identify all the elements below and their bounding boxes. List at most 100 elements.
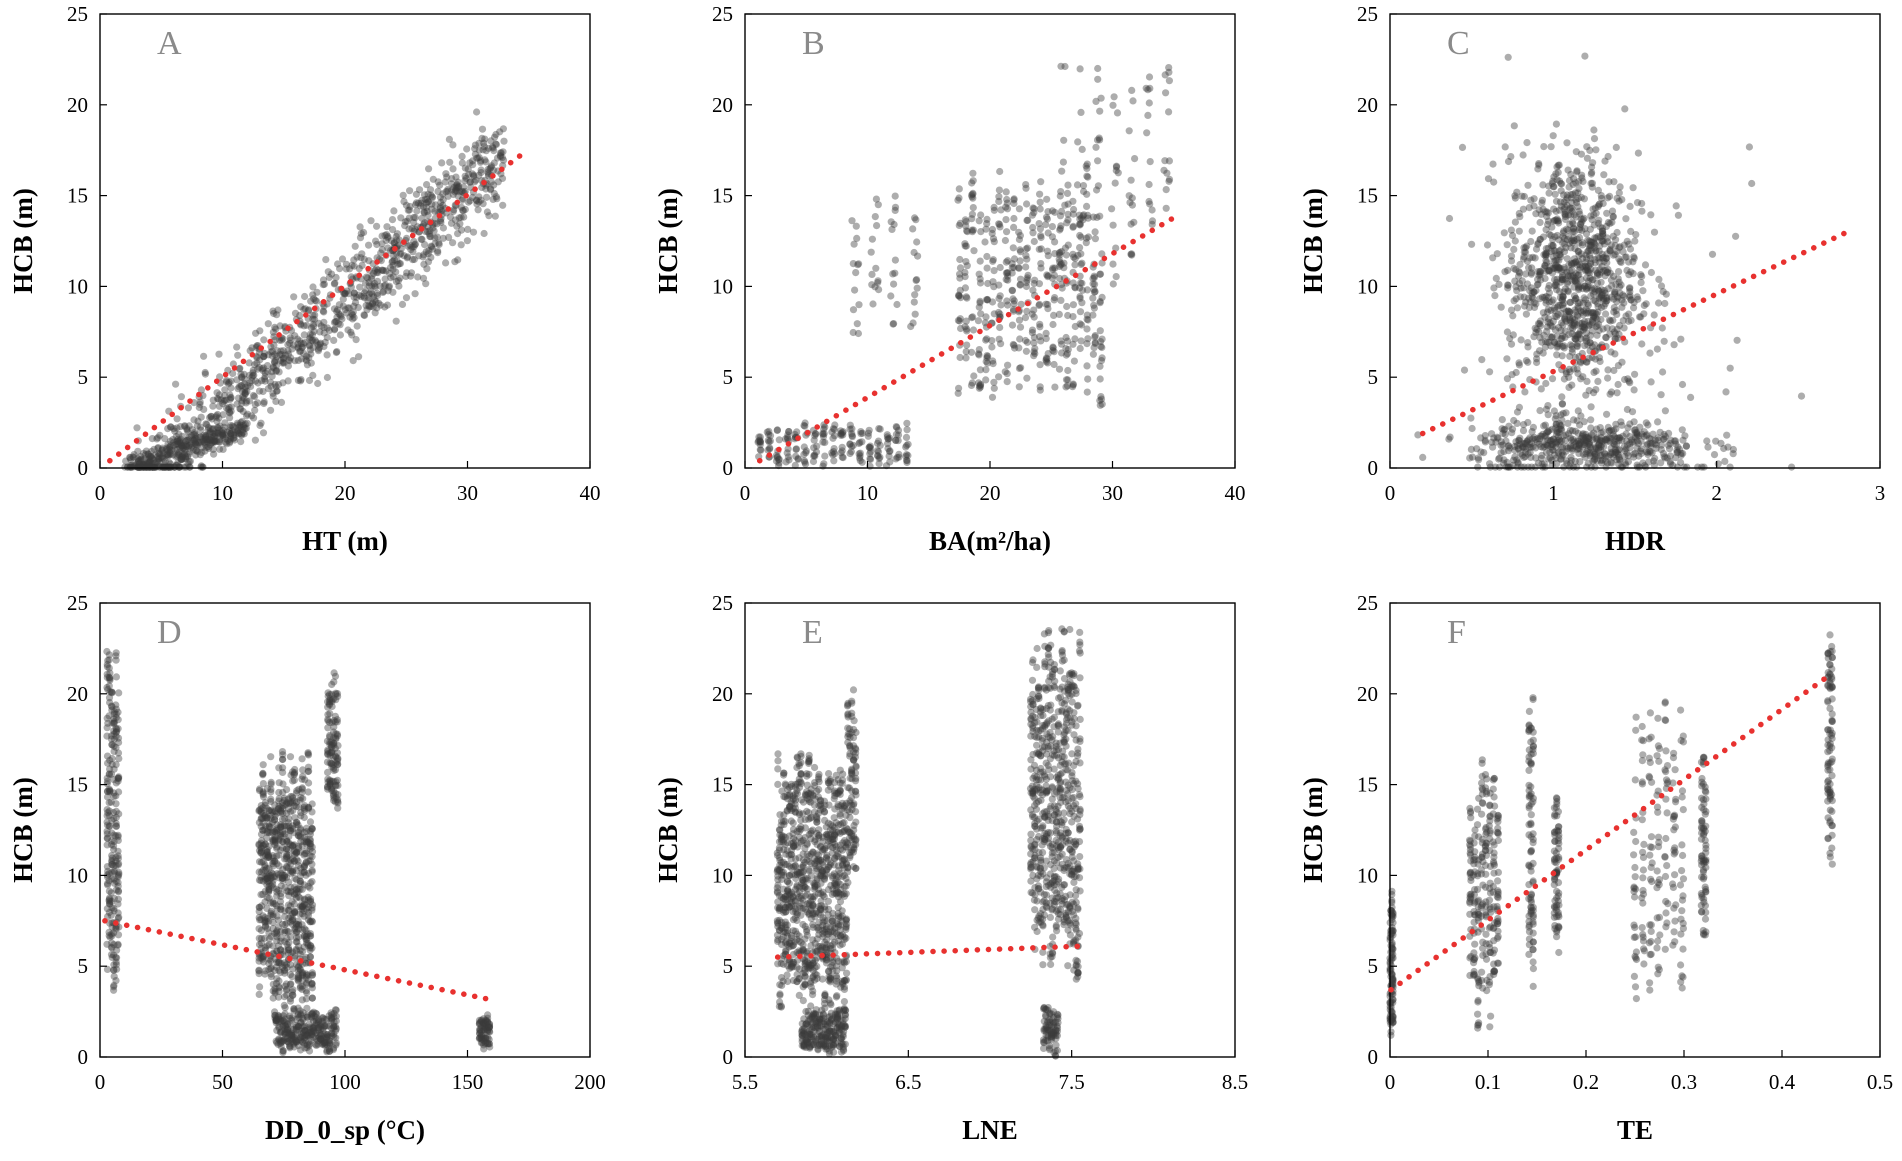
data-point: [349, 308, 357, 316]
data-point: [316, 343, 324, 352]
data-point: [176, 439, 184, 447]
data-point: [383, 223, 391, 231]
data-point: [178, 442, 186, 450]
data-point: [250, 414, 258, 422]
data-point: [1642, 419, 1650, 427]
data-point: [462, 174, 470, 182]
data-point: [1070, 205, 1078, 214]
data-point: [419, 274, 428, 282]
data-point: [420, 209, 428, 217]
data-point: [308, 984, 316, 992]
data-point: [1145, 99, 1153, 107]
data-point: [1071, 261, 1079, 269]
data-point: [1558, 400, 1566, 408]
data-point: [309, 315, 317, 323]
data-point: [1641, 261, 1650, 269]
data-point: [269, 363, 277, 371]
data-point: [872, 195, 881, 203]
data-point: [439, 196, 447, 204]
data-point: [236, 405, 244, 413]
data-point: [989, 360, 997, 368]
data-point: [775, 436, 783, 444]
data-point: [298, 755, 306, 763]
data-point: [1507, 340, 1516, 348]
data-point: [251, 393, 259, 401]
data-point: [857, 428, 865, 436]
data-point: [331, 325, 339, 333]
data-point: [330, 280, 338, 288]
y-tick-label: 25: [67, 2, 88, 26]
data-point: [306, 930, 314, 938]
data-point: [1062, 383, 1070, 391]
data-point: [1537, 385, 1545, 393]
data-point: [272, 325, 280, 333]
data-point: [355, 265, 363, 273]
data-point: [493, 195, 501, 203]
data-point: [248, 377, 256, 385]
data-point: [1552, 424, 1560, 432]
data-point: [1559, 451, 1567, 459]
data-point: [812, 430, 820, 438]
data-point: [188, 426, 196, 434]
data-point: [181, 446, 190, 454]
data-point: [206, 429, 214, 437]
data-point: [170, 463, 178, 471]
data-point: [1555, 177, 1564, 185]
data-point: [165, 463, 173, 471]
data-point: [315, 319, 323, 327]
data-point: [1010, 196, 1018, 204]
data-point: [207, 412, 215, 420]
data-point: [1603, 410, 1611, 418]
data-point: [324, 268, 332, 276]
data-point: [1629, 184, 1637, 192]
data-point: [225, 427, 233, 435]
data-point: [206, 414, 214, 422]
data-point: [220, 397, 228, 406]
data-point: [230, 423, 238, 431]
data-point: [468, 170, 477, 178]
data-point: [414, 199, 423, 207]
data-point: [1659, 288, 1667, 296]
data-point: [1078, 145, 1086, 153]
data-point: [1678, 380, 1687, 389]
data-point: [362, 273, 371, 281]
data-point: [380, 282, 388, 290]
data-point: [380, 267, 388, 275]
data-point: [136, 463, 144, 471]
data-point: [182, 453, 190, 461]
data-point: [1510, 264, 1518, 272]
data-point: [284, 341, 292, 349]
data-point: [1508, 429, 1516, 437]
data-point: [311, 336, 319, 345]
data-point: [325, 273, 333, 282]
data-point: [1661, 432, 1669, 441]
data-point: [404, 206, 412, 214]
data-point: [369, 269, 378, 277]
data-point: [372, 237, 380, 245]
data-point: [199, 463, 207, 471]
data-point: [464, 225, 472, 233]
data-point: [961, 284, 970, 292]
data-point: [141, 463, 149, 471]
data-point: [300, 331, 308, 339]
data-point: [1036, 190, 1044, 198]
data-point: [442, 259, 450, 267]
data-point: [308, 971, 316, 979]
data-point: [1089, 311, 1097, 319]
data-point: [424, 190, 432, 198]
data-point: [259, 387, 267, 396]
data-point: [112, 800, 120, 808]
data-point: [112, 673, 120, 681]
data-point: [1621, 105, 1629, 113]
data-point: [178, 455, 186, 463]
data-point: [222, 438, 230, 446]
data-point: [309, 322, 318, 330]
data-point: [1061, 201, 1069, 209]
data-point: [233, 427, 241, 435]
data-point: [424, 258, 433, 266]
data-point: [367, 288, 375, 296]
data-point: [350, 289, 358, 297]
data-point: [886, 458, 894, 466]
data-point: [240, 423, 248, 431]
